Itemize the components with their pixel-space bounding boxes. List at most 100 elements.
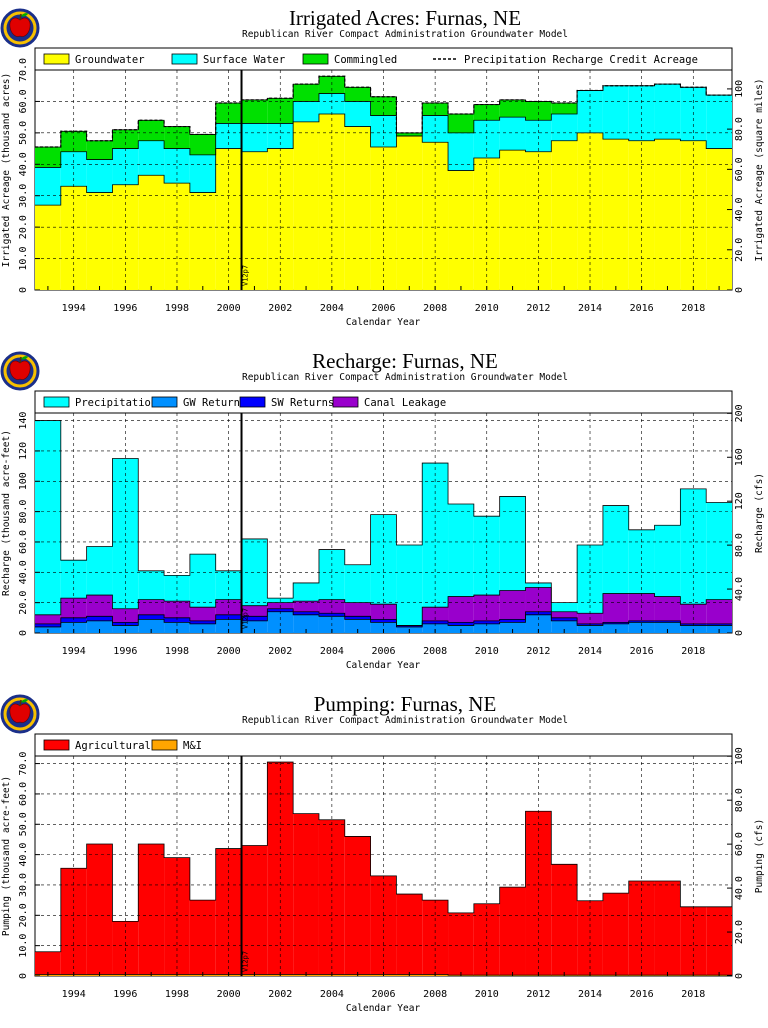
y-axis-label: Recharge (thousand acre-feet) (1, 430, 12, 596)
legend-swatch-precipitation (43, 396, 70, 408)
ytick-label-60-0: 60.0 (18, 89, 29, 113)
bar-sw-returns-2013 (551, 617, 578, 621)
bar-canal-leakage-2018 (680, 604, 707, 624)
xtick-label-2006: 2006 (371, 646, 395, 657)
bar-agricultural-1997 (138, 844, 165, 975)
chart-title: Irrigated Acres: Furnas, NE (289, 6, 521, 30)
legend-swatch-agricultural (43, 739, 70, 751)
y2tick-label-160: 160 (734, 448, 745, 466)
xtick-label-2010: 2010 (475, 646, 499, 657)
bar-surface-water-1995 (86, 159, 113, 193)
legend-label-precipitation: Precipitation (75, 397, 157, 409)
apple-stem-icon (19, 356, 22, 364)
bar-surface-water-2017 (654, 84, 681, 140)
y2tick-label-40-0: 40.0 (734, 198, 745, 222)
bar-surface-water-2011 (499, 117, 526, 151)
grid-lines (35, 756, 732, 976)
bar-canal-leakage-1996 (112, 608, 139, 623)
data-bars (35, 76, 732, 290)
apple-logo-icon (0, 8, 40, 48)
xtick-label-1998: 1998 (165, 989, 189, 1000)
bar-surface-water-1997 (138, 140, 165, 176)
apple-logo-icon (0, 694, 40, 734)
bar-agricultural-2005 (344, 836, 371, 975)
bar-surface-water-1993 (35, 167, 61, 206)
y2tick-label-80-0: 80.0 (734, 533, 745, 557)
xtick-label-1998: 1998 (165, 303, 189, 314)
y-axis-label: Pumping (thousand acre-feet) (1, 776, 12, 936)
bar-canal-leakage-2017 (654, 596, 681, 621)
xtick-label-2010: 2010 (475, 989, 499, 1000)
x-axis-label: Calendar Year (346, 660, 421, 671)
chart-subtitle: Republican River Compact Administration … (242, 29, 568, 40)
xtick-label-2010: 2010 (475, 303, 499, 314)
bar-surface-water-2004 (318, 93, 345, 114)
bar-gw-returns-1997 (138, 619, 165, 633)
bar-agricultural-2019 (706, 906, 732, 976)
xtick-label-2000: 2000 (217, 646, 241, 657)
bar-gw-returns-2011 (499, 622, 526, 633)
model-version-label: V12p7 (242, 608, 250, 629)
bar-commingled-1995 (86, 140, 113, 160)
xtick-label-2018: 2018 (681, 646, 705, 657)
bar-precipitation-1999 (189, 554, 216, 608)
bar-gw-returns-1994 (60, 622, 87, 633)
legend-label-m-i: M&I (183, 740, 202, 752)
bar-agricultural-2000 (215, 848, 242, 975)
bar-gw-returns-2015 (602, 623, 629, 633)
ytick-label-120: 120 (18, 442, 29, 460)
bar-surface-water-2005 (344, 101, 371, 127)
bar-precipitation-1994 (60, 560, 87, 599)
bar-surface-water-2003 (293, 101, 319, 122)
stack-outline-precipitation (35, 420, 732, 604)
bar-sw-returns-1999 (189, 620, 216, 624)
bar-gw-returns-2013 (551, 620, 578, 633)
bar-gw-returns-2005 (344, 619, 371, 633)
bar-sw-returns-2003 (293, 611, 319, 615)
xtick-label-2018: 2018 (681, 989, 705, 1000)
axes: 0 20.0 40.0 60.0 80.0 100 120 140 0 40.0 80.0 120 16… (18, 404, 745, 657)
bar-groundwater-1995 (86, 192, 113, 290)
data-bars (35, 420, 732, 633)
ytick-label-40-0: 40.0 (18, 843, 29, 867)
chart-subtitle: Republican River Compact Administration … (242, 372, 568, 383)
bar-surface-water-2001 (241, 123, 268, 152)
ytick-label-20-0: 20.0 (18, 903, 29, 927)
legend-swatch-groundwater (43, 53, 70, 65)
precip-credit-line (35, 75, 732, 148)
panel-irrigated-acres: Irrigated Acres: Furnas, NE Republican Ri… (0, 0, 768, 344)
chart-title: Recharge: Furnas, NE (312, 349, 498, 373)
bar-gw-returns-1999 (189, 623, 216, 633)
x-axis-label: Calendar Year (346, 1003, 421, 1014)
ytick-label-0: 0 (18, 630, 29, 636)
bar-precipitation-2014 (577, 545, 603, 614)
xtick-label-2006: 2006 (371, 989, 395, 1000)
legend-label-agricultural: Agricultural (75, 740, 151, 752)
bar-sw-returns-1997 (138, 614, 165, 620)
bar-groundwater-1993 (35, 205, 61, 290)
xtick-label-2016: 2016 (630, 989, 654, 1000)
ytick-label-30-0: 30.0 (18, 184, 29, 208)
legend-swatch-canal-leakage (332, 396, 359, 408)
bar-canal-leakage-2013 (551, 611, 578, 618)
bar-groundwater-2013 (551, 140, 578, 290)
bar-precipitation-2017 (654, 525, 681, 597)
bar-agricultural-2015 (602, 893, 629, 976)
axes: 0 10.0 20.0 30.0 40.0 50.0 60.0 70.0 0 20.0 40.0 60… (18, 58, 745, 314)
xtick-label-1994: 1994 (62, 646, 86, 657)
bar-groundwater-1998 (164, 183, 190, 290)
bar-sw-returns-2007 (396, 625, 423, 627)
ytick-label-60-0: 60.0 (18, 530, 29, 554)
ytick-label-50-0: 50.0 (18, 812, 29, 836)
apple-icon (9, 360, 31, 380)
bar-groundwater-2011 (499, 150, 526, 290)
ytick-label-0: 0 (18, 973, 29, 979)
bar-sw-returns-2005 (344, 616, 371, 620)
xtick-label-1994: 1994 (62, 303, 86, 314)
xtick-label-2008: 2008 (423, 303, 447, 314)
xtick-label-2002: 2002 (268, 989, 292, 1000)
bar-agricultural-2002 (267, 762, 294, 975)
y2-axis-label: Irrigated Acreage (square miles) (754, 78, 765, 261)
